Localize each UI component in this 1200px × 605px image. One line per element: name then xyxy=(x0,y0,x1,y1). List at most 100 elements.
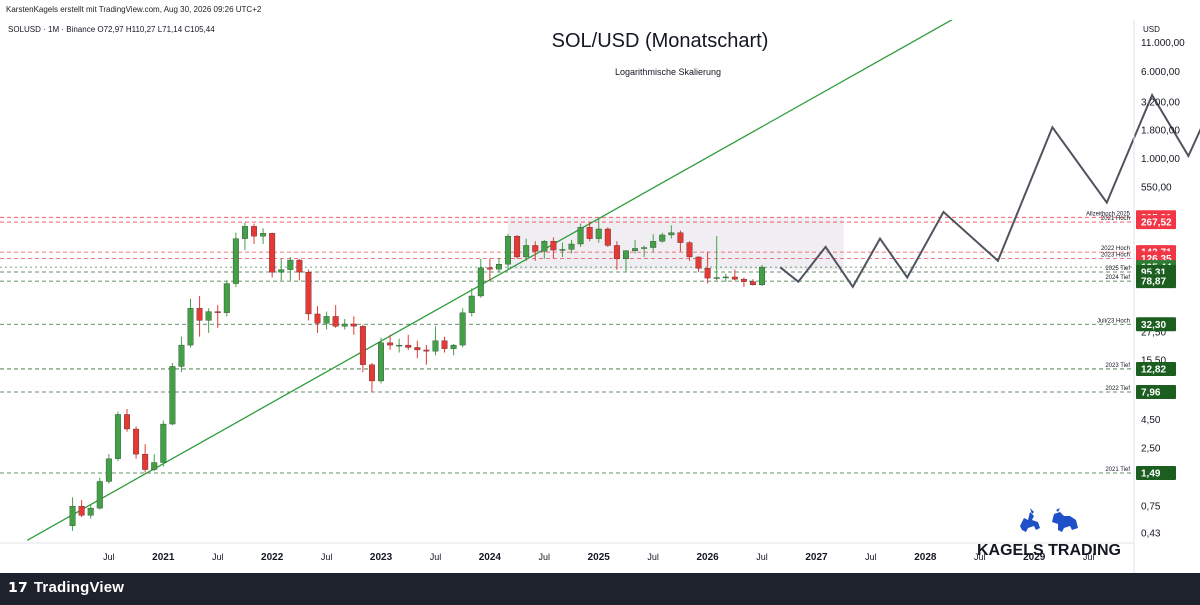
candle-body xyxy=(396,344,403,347)
time-tick-label: 2025 xyxy=(588,552,611,563)
candle-body xyxy=(223,283,230,313)
candle-body xyxy=(477,267,484,297)
time-tick-label: 2021 xyxy=(152,552,175,563)
candle-body xyxy=(196,308,203,321)
candle-body xyxy=(495,264,502,270)
candle-body xyxy=(750,281,756,286)
time-tick-label: Jul xyxy=(756,552,768,562)
level-name: 2025 Tief xyxy=(1105,266,1130,272)
candle-body xyxy=(623,250,629,260)
candle-body xyxy=(241,226,248,239)
candle-body xyxy=(387,342,394,346)
time-tick-label: 2029 xyxy=(1023,552,1046,563)
time-tick-label: Jul xyxy=(212,552,224,562)
time-tick-label: Jul xyxy=(647,552,659,562)
candle-body xyxy=(96,481,103,509)
candle-body xyxy=(269,233,276,273)
candle-body xyxy=(260,233,267,237)
candle-body xyxy=(722,276,729,279)
candle-body xyxy=(759,266,766,286)
level-name: 2021 Hoch xyxy=(1101,216,1130,222)
candle-body xyxy=(486,267,493,270)
candle-body xyxy=(740,279,747,282)
attribution-text: KarstenKagels erstellt mit TradingView.c… xyxy=(6,5,262,14)
candle-body xyxy=(169,366,176,425)
tradingview-brand: TradingView xyxy=(33,579,125,596)
level-name: Juli/23 Hoch xyxy=(1097,318,1130,324)
candle-body xyxy=(423,349,430,352)
price-tick-label: 1.800,00 xyxy=(1141,125,1180,136)
level-name: Allzeithoch 2025 xyxy=(1086,211,1131,217)
candle-body xyxy=(695,256,702,269)
candle-body xyxy=(532,245,539,252)
time-tick-label: Jul xyxy=(539,552,551,562)
candle-body xyxy=(441,340,448,349)
level-price-badge xyxy=(1136,384,1176,399)
candle-body xyxy=(214,311,221,313)
level-price-badge xyxy=(1136,274,1176,289)
price-tick-label: 4,50 xyxy=(1141,415,1161,426)
candle-body xyxy=(187,308,194,346)
price-tick-label: 6.000,00 xyxy=(1141,67,1180,78)
candle-body xyxy=(350,323,357,327)
price-chart[interactable]: SOLUSD · 1M · Binance O72,97 H110,27 L71… xyxy=(0,20,1200,573)
bull-bear-icon xyxy=(1020,508,1078,532)
time-tick-label: 2024 xyxy=(479,552,502,563)
price-tick-label: 0,43 xyxy=(1141,529,1161,540)
level-name: 2022 Tief xyxy=(1105,386,1130,392)
logo-text: KAGELS TRADING xyxy=(977,542,1121,559)
candle-body xyxy=(405,344,412,348)
currency-label: USD xyxy=(1143,25,1160,34)
candle-body xyxy=(78,506,85,516)
candle-body xyxy=(568,243,575,250)
chart-subtitle: Logarithmische Skalierung xyxy=(615,67,721,77)
footer-bar: 𝟭𝟳 TradingView xyxy=(0,573,1200,605)
candle-body xyxy=(459,312,466,346)
candle-body xyxy=(323,316,330,324)
level-price-label: 267,52 xyxy=(1141,218,1172,229)
time-tick-label: Jul xyxy=(974,552,986,562)
level-name: 2023 Hoch xyxy=(1101,252,1130,258)
candle-body xyxy=(468,295,475,313)
candle-body xyxy=(160,423,167,463)
candle-body xyxy=(668,232,675,236)
candle-body xyxy=(87,507,94,516)
candle-body xyxy=(178,344,185,367)
candle-body xyxy=(332,316,339,327)
trendline xyxy=(26,20,953,541)
candle-body xyxy=(151,462,158,470)
candle-body xyxy=(432,340,439,352)
level-name: 2024 Tief xyxy=(1105,275,1130,281)
price-tick-label: 15,50 xyxy=(1141,355,1166,366)
time-tick-label: 2023 xyxy=(370,552,393,563)
chart-area[interactable]: SOLUSD · 1M · Binance O72,97 H110,27 L71… xyxy=(0,20,1200,573)
candle-body xyxy=(114,414,121,459)
candle-body xyxy=(378,342,384,382)
candle-body xyxy=(105,458,112,482)
candle-body xyxy=(559,249,566,251)
candle-body xyxy=(278,269,285,273)
tradingview-logo[interactable]: 𝟭𝟳 TradingView xyxy=(8,579,124,596)
candle-body xyxy=(296,259,303,273)
tradingview-icon: 𝟭𝟳 xyxy=(8,579,28,595)
range-zone xyxy=(508,217,844,270)
candle-body xyxy=(686,242,693,258)
level-price-label: 126,35 xyxy=(1141,254,1172,265)
candle-body xyxy=(251,226,257,237)
candle-body xyxy=(133,428,140,455)
candle-body xyxy=(505,235,511,265)
candle-body xyxy=(450,344,457,349)
candle-body xyxy=(514,235,521,258)
candle-body xyxy=(341,323,348,327)
time-tick-label: 2027 xyxy=(805,552,828,563)
candle-body xyxy=(595,228,602,239)
price-tick-label: 11.000,00 xyxy=(1141,38,1185,49)
level-price-label: 7,96 xyxy=(1141,387,1161,398)
level-price-badge xyxy=(1136,215,1176,230)
time-axis[interactable]: Jul 2021 Jul 2022 Jul 2023 Jul 2024 Jul 2025 Jul 20… xyxy=(103,552,1094,563)
time-tick-label: Jul xyxy=(321,552,333,562)
price-tick-label: 3.200,00 xyxy=(1141,98,1180,109)
symbol-info: SOLUSD · 1M · Binance O72,97 H110,27 L71… xyxy=(8,25,215,34)
price-axis[interactable]: 11.000,00 6.000,00 3.200,00 1.800,00 1.000,0… xyxy=(1141,38,1185,540)
kagels-logo: KAGELS TRADING xyxy=(977,508,1121,559)
